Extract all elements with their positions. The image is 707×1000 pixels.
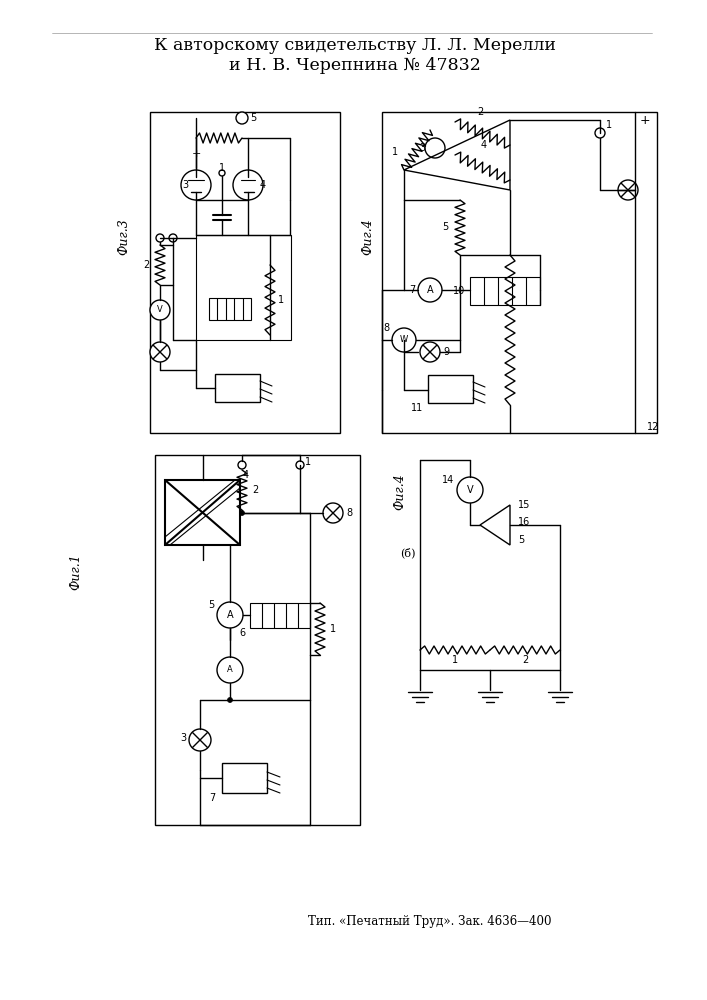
Text: 3: 3	[182, 180, 188, 190]
Circle shape	[169, 234, 177, 242]
Bar	[209, 298, 251, 320]
Text: 1: 1	[219, 163, 225, 173]
Text: 1: 1	[330, 624, 336, 634]
Circle shape	[323, 503, 343, 523]
Circle shape	[228, 698, 233, 702]
Text: 4: 4	[260, 180, 266, 190]
Text: Фиг.4: Фиг.4	[394, 473, 407, 510]
Bar	[428, 375, 473, 403]
Text: 7: 7	[409, 285, 415, 295]
Circle shape	[217, 602, 243, 628]
Circle shape	[240, 510, 245, 516]
Circle shape	[236, 112, 248, 124]
Text: 1: 1	[278, 295, 284, 305]
Text: A: A	[227, 610, 233, 620]
Text: +: +	[640, 113, 650, 126]
Text: 9: 9	[443, 347, 449, 357]
Bar	[155, 455, 360, 825]
Bar	[150, 112, 340, 433]
Text: К авторскому свидетельству Л. Л. Мерелли: К авторскому свидетельству Л. Л. Мерелли	[154, 36, 556, 53]
Text: 2: 2	[143, 260, 149, 270]
Text: 1: 1	[452, 655, 458, 665]
Text: 4: 4	[481, 140, 487, 150]
Text: 3: 3	[419, 143, 425, 153]
Circle shape	[418, 278, 442, 302]
Text: 4: 4	[243, 470, 249, 480]
Circle shape	[219, 170, 225, 176]
Text: 8: 8	[346, 508, 352, 518]
Circle shape	[150, 342, 170, 362]
Text: Фиг.1: Фиг.1	[69, 553, 83, 590]
Circle shape	[156, 234, 164, 242]
Text: 5: 5	[250, 113, 256, 123]
Text: A: A	[227, 666, 233, 674]
Text: 8: 8	[383, 323, 389, 333]
Text: 15: 15	[518, 500, 530, 510]
Text: +: +	[192, 149, 201, 159]
Circle shape	[189, 729, 211, 751]
Text: V: V	[157, 306, 163, 314]
Circle shape	[392, 328, 416, 352]
Circle shape	[420, 342, 440, 362]
Circle shape	[425, 138, 445, 158]
Circle shape	[233, 170, 263, 200]
Text: 1: 1	[606, 120, 612, 130]
Circle shape	[595, 128, 605, 138]
Text: 5: 5	[442, 222, 448, 232]
Circle shape	[618, 180, 638, 200]
Text: Фиг.3: Фиг.3	[117, 218, 131, 255]
Text: 11: 11	[411, 403, 423, 413]
Circle shape	[457, 477, 483, 503]
Bar	[215, 374, 260, 402]
Text: и Н. В. Черепнина № 47832: и Н. В. Черепнина № 47832	[229, 56, 481, 74]
Text: 5: 5	[208, 600, 214, 610]
Text: 5: 5	[518, 535, 525, 545]
Text: 1: 1	[305, 457, 311, 467]
Circle shape	[238, 461, 246, 469]
Text: 14: 14	[442, 475, 454, 485]
Bar	[382, 112, 657, 433]
Text: V: V	[467, 485, 473, 495]
Circle shape	[296, 461, 304, 469]
Text: 1: 1	[392, 147, 398, 157]
Bar	[250, 603, 310, 628]
Circle shape	[217, 657, 243, 683]
Text: 3: 3	[180, 733, 186, 743]
Bar	[222, 763, 267, 793]
Text: W: W	[400, 336, 408, 344]
Text: Тип. «Печатный Труд». Зак. 4636—400: Тип. «Печатный Труд». Зак. 4636—400	[308, 916, 551, 928]
Text: 7: 7	[209, 793, 215, 803]
Text: 12: 12	[647, 422, 660, 432]
Circle shape	[150, 300, 170, 320]
Text: 10: 10	[452, 286, 465, 296]
Text: 2: 2	[477, 107, 483, 117]
Text: 2: 2	[252, 485, 258, 495]
Text: 16: 16	[518, 517, 530, 527]
Bar	[470, 277, 540, 305]
Text: 2: 2	[522, 655, 528, 665]
Bar	[165, 480, 240, 545]
Circle shape	[181, 170, 211, 200]
Text: A: A	[427, 285, 433, 295]
Text: (б): (б)	[400, 548, 416, 558]
Bar	[196, 235, 291, 340]
Text: Фиг.4: Фиг.4	[361, 218, 375, 255]
Text: 6: 6	[239, 628, 245, 638]
